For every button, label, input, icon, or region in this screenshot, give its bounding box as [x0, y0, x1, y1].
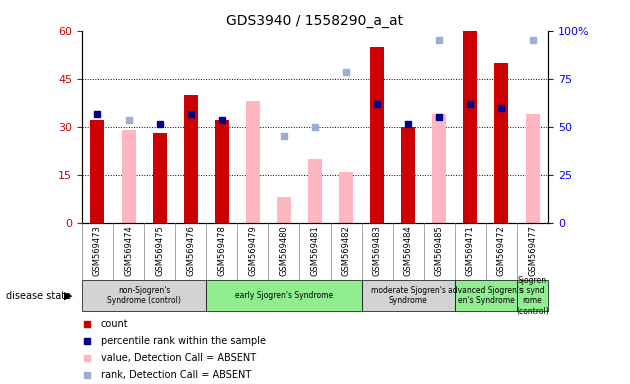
Text: early Sjogren's Syndrome: early Sjogren's Syndrome — [235, 291, 333, 300]
Text: disease state: disease state — [6, 291, 71, 301]
Text: value, Detection Call = ABSENT: value, Detection Call = ABSENT — [101, 353, 256, 363]
Text: moderate Sjogren's
Syndrome: moderate Sjogren's Syndrome — [371, 286, 445, 305]
Text: GSM569482: GSM569482 — [341, 225, 350, 276]
Bar — [122, 130, 135, 223]
Text: GSM569477: GSM569477 — [528, 225, 537, 276]
Bar — [370, 47, 384, 223]
Text: GSM569483: GSM569483 — [373, 225, 382, 276]
Bar — [308, 159, 322, 223]
Text: GSM569485: GSM569485 — [435, 225, 444, 276]
Title: GDS3940 / 1558290_a_at: GDS3940 / 1558290_a_at — [226, 14, 404, 28]
Text: Sjogren
s synd
rome
(control): Sjogren s synd rome (control) — [516, 276, 549, 316]
Bar — [362, 280, 455, 311]
Bar — [464, 31, 478, 223]
Text: GSM569478: GSM569478 — [217, 225, 226, 276]
Bar — [517, 280, 548, 311]
Bar — [455, 280, 517, 311]
Bar — [206, 280, 362, 311]
Bar — [277, 197, 291, 223]
Bar — [184, 95, 198, 223]
Text: GSM569473: GSM569473 — [93, 225, 102, 276]
Text: rank, Detection Call = ABSENT: rank, Detection Call = ABSENT — [101, 370, 251, 381]
Bar — [339, 172, 353, 223]
Bar — [82, 280, 206, 311]
Bar — [432, 114, 446, 223]
Bar — [152, 133, 166, 223]
Text: non-Sjogren's
Syndrome (control): non-Sjogren's Syndrome (control) — [107, 286, 181, 305]
Bar — [91, 120, 105, 223]
Bar — [525, 114, 539, 223]
Text: GSM569484: GSM569484 — [404, 225, 413, 276]
Text: GSM569475: GSM569475 — [155, 225, 164, 276]
Text: advanced Sjogren's
en's Syndrome: advanced Sjogren's en's Syndrome — [449, 286, 524, 305]
Text: GSM569476: GSM569476 — [186, 225, 195, 276]
Text: GSM569474: GSM569474 — [124, 225, 133, 276]
Bar — [495, 63, 508, 223]
Text: GSM569481: GSM569481 — [311, 225, 319, 276]
Text: percentile rank within the sample: percentile rank within the sample — [101, 336, 266, 346]
Text: GSM569471: GSM569471 — [466, 225, 475, 276]
Bar — [246, 101, 260, 223]
Text: GSM569480: GSM569480 — [280, 225, 289, 276]
Text: ▶: ▶ — [64, 291, 72, 301]
Text: count: count — [101, 318, 128, 329]
Text: GSM569472: GSM569472 — [497, 225, 506, 276]
Bar — [215, 120, 229, 223]
Bar — [401, 127, 415, 223]
Text: GSM569479: GSM569479 — [248, 225, 257, 276]
